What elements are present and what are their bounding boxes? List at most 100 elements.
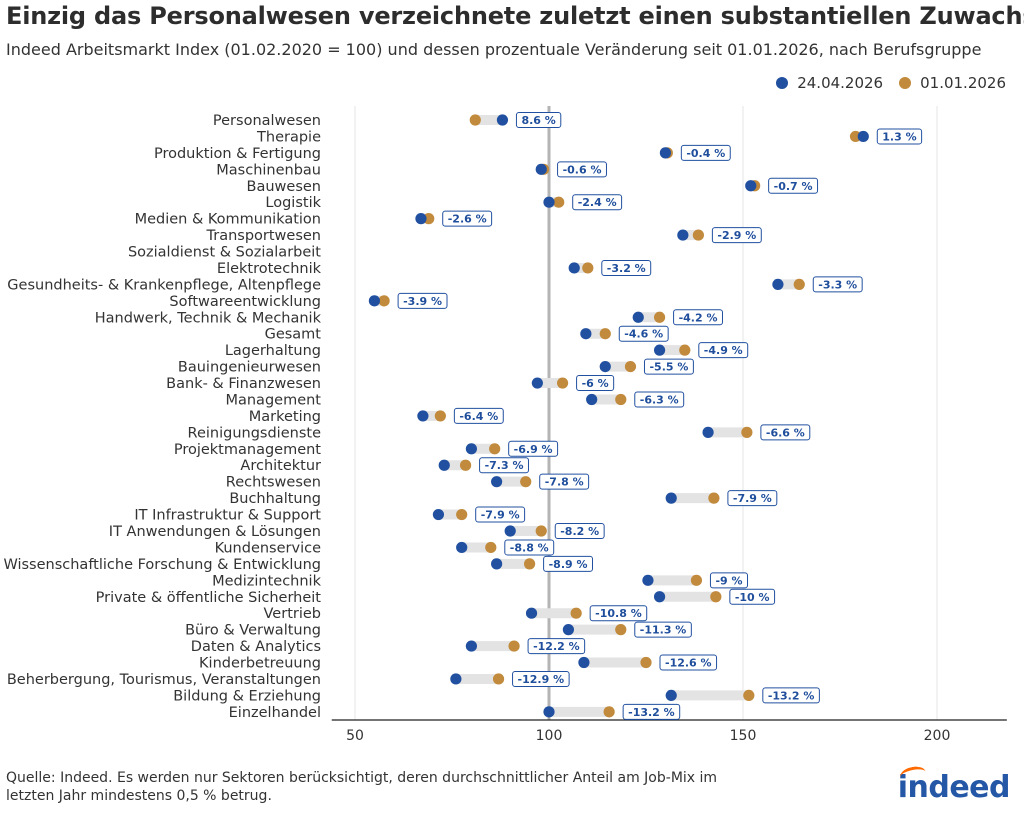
chart-title: Einzig das Personalwesen verzeichnete zu…	[6, 2, 1024, 30]
dot-current	[772, 278, 784, 290]
change-label-text: -0.4 %	[686, 147, 725, 160]
category-label: Wissenschaftliche Forschung & Entwicklun…	[3, 557, 321, 573]
change-label-box	[479, 457, 529, 474]
dot-start	[459, 459, 472, 471]
change-label: -11.3 %	[634, 621, 692, 638]
change-label-text: -12.2 %	[533, 640, 580, 653]
dot-current	[535, 163, 547, 175]
legend-item-start: 01.01.2026	[899, 74, 1006, 92]
change-label: -13.2 %	[622, 703, 681, 720]
dot-start	[849, 130, 862, 143]
legend-dot-current	[776, 77, 789, 89]
change-label-text: -2.9 %	[717, 229, 756, 242]
change-label-box	[876, 128, 923, 145]
dot-current	[599, 361, 611, 373]
x-tick-label-200: 200	[924, 728, 951, 744]
change-label-box	[442, 210, 493, 227]
change-label-text: -7.3 %	[485, 459, 524, 472]
change-label-text: -6.3 %	[640, 393, 679, 406]
change-label: -2.4 %	[572, 194, 623, 211]
legend-label-start: 01.01.2026	[920, 74, 1006, 92]
dot-current	[417, 410, 429, 422]
change-label: -6.9 %	[508, 440, 559, 457]
dot-current	[665, 492, 677, 504]
change-label-box	[508, 440, 559, 457]
dot-current	[568, 262, 580, 274]
legend-dot-start	[899, 77, 912, 89]
category-label: Gesamt	[265, 327, 322, 343]
dot-current	[456, 541, 468, 554]
change-label-box	[527, 638, 586, 655]
dot-current	[504, 525, 516, 537]
change-label-box	[515, 112, 562, 128]
category-label: Buchhaltung	[229, 491, 321, 507]
category-label: IT Infrastruktur & Support	[134, 508, 321, 524]
dot-start	[520, 476, 532, 488]
change-label-box	[812, 276, 863, 293]
change-label-text: -13.2 %	[628, 706, 675, 719]
change-label: -7.3 %	[479, 457, 529, 474]
x-tick-label-100: 100	[536, 728, 563, 744]
dot-start	[599, 328, 611, 340]
dot-start	[582, 262, 594, 274]
dot-start	[485, 541, 497, 554]
change-label-box	[762, 687, 820, 704]
change-label-box	[680, 144, 731, 161]
change-label-text: -8.8 %	[510, 541, 549, 554]
category-label: Medien & Kommunikation	[135, 212, 321, 228]
change-label: -8.2 %	[554, 523, 605, 539]
category-label: Sozialdienst & Sozialarbeit	[128, 245, 321, 261]
dot-current	[659, 147, 672, 159]
dot-current	[415, 213, 427, 225]
change-label: -4.2 %	[673, 309, 723, 326]
change-label-text: -3.2 %	[607, 262, 646, 275]
change-label-text: -4.2 %	[679, 311, 718, 324]
change-label-text: -12.6 %	[665, 657, 712, 670]
category-label: Einzelhandel	[229, 705, 321, 721]
category-label: Bauwesen	[247, 179, 321, 195]
change-label: -4.9 %	[698, 342, 749, 359]
legend: 24.04.2026 01.01.2026	[760, 74, 1006, 92]
change-label: 1.3 %	[876, 128, 923, 145]
dot-current	[562, 624, 575, 636]
change-label-text: -11.3 %	[640, 624, 687, 637]
category-label: Projektmanagement	[174, 442, 321, 458]
change-label-text: 1.3 %	[882, 130, 916, 143]
dot-start	[553, 196, 565, 208]
dot-current	[368, 295, 380, 307]
dot-start	[708, 492, 720, 504]
change-label-text: -9 %	[715, 574, 742, 587]
indeed-logo: indeed	[898, 764, 1011, 805]
dot-current	[491, 558, 503, 570]
change-label-text: -6.9 %	[514, 443, 553, 456]
change-label-text: -6.4 %	[459, 410, 498, 423]
change-label-text: -7.9 %	[733, 492, 772, 505]
dot-current	[525, 607, 538, 619]
dot-start	[743, 689, 755, 702]
dot-current	[653, 591, 666, 603]
change-label: -7.8 %	[539, 473, 590, 490]
change-label-box	[576, 375, 615, 392]
category-label: Transportwesen	[206, 228, 322, 244]
dot-start	[492, 673, 505, 685]
dot-start	[710, 591, 722, 603]
category-label: Kinderbetreuung	[199, 656, 321, 672]
dot-current	[465, 443, 477, 455]
dot-current	[632, 311, 644, 323]
change-label-box	[643, 358, 694, 375]
change-label-box	[760, 424, 811, 441]
category-label: Maschinenbau	[216, 162, 321, 178]
change-label-text: -3.9 %	[403, 295, 442, 308]
change-label-text: -12.9 %	[518, 673, 565, 686]
change-label: -12.6 %	[659, 654, 718, 671]
change-label-box	[673, 309, 723, 326]
change-label: -4.6 %	[618, 325, 669, 342]
category-label: Reinigungsdienste	[188, 425, 322, 441]
change-label: -6.6 %	[760, 424, 811, 441]
category-label: Lagerhaltung	[225, 343, 321, 359]
change-label-box	[589, 605, 648, 622]
change-label-text: -0.6 %	[563, 163, 602, 176]
dot-start	[653, 311, 666, 323]
dot-current	[531, 377, 543, 389]
category-label: Bauingenieurwesen	[178, 360, 321, 376]
